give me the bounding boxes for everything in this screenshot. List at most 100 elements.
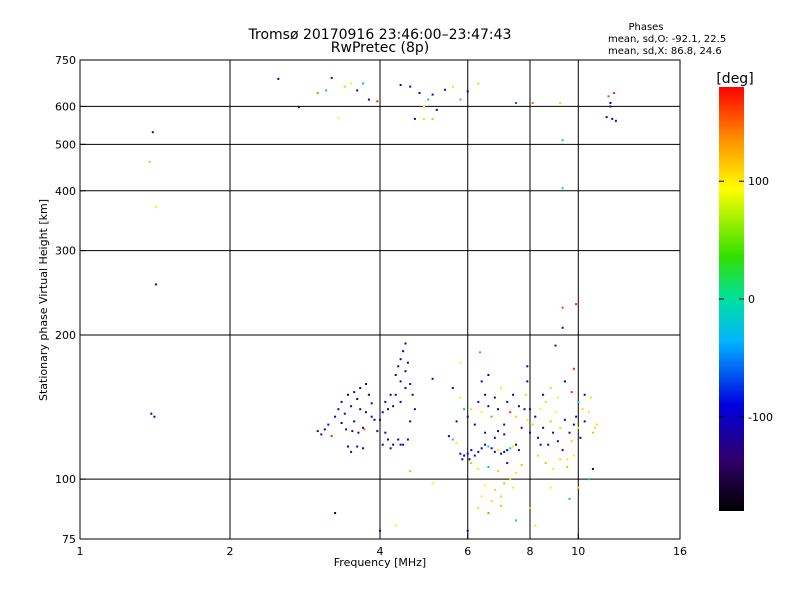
data-point xyxy=(529,431,531,434)
data-point xyxy=(431,482,434,485)
data-point xyxy=(593,426,596,429)
data-point xyxy=(470,462,473,465)
data-point xyxy=(466,415,469,418)
data-point xyxy=(150,412,153,415)
x-tick-label: 10 xyxy=(571,545,585,558)
data-point xyxy=(357,431,360,434)
data-point xyxy=(337,116,340,119)
data-point xyxy=(370,402,373,405)
data-point xyxy=(334,415,337,418)
x-tick-label: 8 xyxy=(527,545,534,558)
data-point xyxy=(154,283,157,286)
data-point xyxy=(512,486,515,489)
data-point xyxy=(484,484,487,487)
data-point xyxy=(359,408,362,411)
data-point xyxy=(577,486,580,489)
x-tick-label: 6 xyxy=(464,545,471,558)
data-point xyxy=(422,105,425,108)
data-point xyxy=(406,361,409,364)
data-point xyxy=(394,374,397,376)
data-point xyxy=(404,342,407,345)
data-point xyxy=(587,478,590,481)
data-point xyxy=(542,393,545,396)
data-point xyxy=(589,396,592,399)
data-point xyxy=(362,447,365,450)
data-point xyxy=(411,393,414,396)
stats-x-line: mean, sd,X: 86.8, 24.6 xyxy=(608,46,722,57)
data-point xyxy=(561,326,564,329)
data-point xyxy=(350,450,353,453)
data-point xyxy=(397,365,400,368)
data-point xyxy=(549,420,552,423)
data-point xyxy=(340,400,343,403)
data-point xyxy=(316,92,319,94)
data-point xyxy=(409,470,412,472)
grid-lines xyxy=(80,60,680,539)
data-point xyxy=(503,433,506,436)
data-point xyxy=(484,431,487,434)
data-point xyxy=(539,443,542,446)
data-point xyxy=(402,350,405,353)
data-point xyxy=(537,436,539,439)
data-point xyxy=(330,435,333,438)
data-point xyxy=(470,408,473,411)
data-point xyxy=(526,380,529,383)
data-point xyxy=(459,98,462,101)
data-point xyxy=(509,411,512,414)
data-point xyxy=(561,187,564,190)
data-point xyxy=(389,447,392,450)
data-point xyxy=(480,411,483,414)
data-point xyxy=(459,452,462,455)
chart-title: Tromsø 20170916 23:46:00–23:47:43 xyxy=(248,27,512,43)
y-tick-label: 75 xyxy=(62,533,76,546)
data-point xyxy=(455,442,458,444)
data-point xyxy=(394,393,397,396)
data-point xyxy=(409,420,412,423)
data-point xyxy=(559,102,562,104)
data-point xyxy=(539,408,542,411)
data-point xyxy=(526,418,529,421)
data-point xyxy=(537,454,539,457)
data-point xyxy=(500,452,503,455)
data-point xyxy=(572,367,575,370)
data-point xyxy=(503,423,506,426)
y-tick-label: 200 xyxy=(55,329,76,342)
data-point xyxy=(431,377,434,380)
data-point xyxy=(549,486,552,489)
data-point xyxy=(563,380,566,383)
data-point xyxy=(524,393,527,396)
colorbar-ticks: 100 0 -100 xyxy=(719,175,773,424)
data-point xyxy=(397,438,400,441)
data-point xyxy=(340,422,343,424)
data-point xyxy=(370,415,373,418)
data-point xyxy=(413,408,416,411)
data-point xyxy=(607,95,610,98)
data-point xyxy=(345,428,348,431)
data-point xyxy=(583,393,586,396)
data-point xyxy=(515,102,517,104)
data-point xyxy=(466,90,469,93)
x-axis-label: Frequency [MHz] xyxy=(334,556,426,569)
data-point xyxy=(566,466,569,468)
data-point xyxy=(350,82,353,85)
data-point xyxy=(461,458,464,461)
colorbar-label: [deg] xyxy=(716,71,753,87)
data-point xyxy=(487,405,490,408)
data-point xyxy=(544,462,547,465)
data-point xyxy=(277,77,280,80)
y-tick-label: 300 xyxy=(55,245,76,258)
data-point xyxy=(148,160,151,163)
data-point xyxy=(581,408,584,411)
data-point xyxy=(362,426,365,429)
y-tick-label: 750 xyxy=(55,54,76,67)
data-point xyxy=(577,426,580,429)
data-point xyxy=(356,398,359,400)
data-point xyxy=(480,447,483,450)
data-point xyxy=(487,512,490,514)
data-point xyxy=(547,443,550,446)
y-axis-label: Stationary phase Virtual Height [km] xyxy=(37,199,50,401)
x-tick-label: 1 xyxy=(77,545,84,558)
data-point xyxy=(523,408,526,411)
data-point xyxy=(334,512,337,514)
data-point xyxy=(517,449,520,452)
